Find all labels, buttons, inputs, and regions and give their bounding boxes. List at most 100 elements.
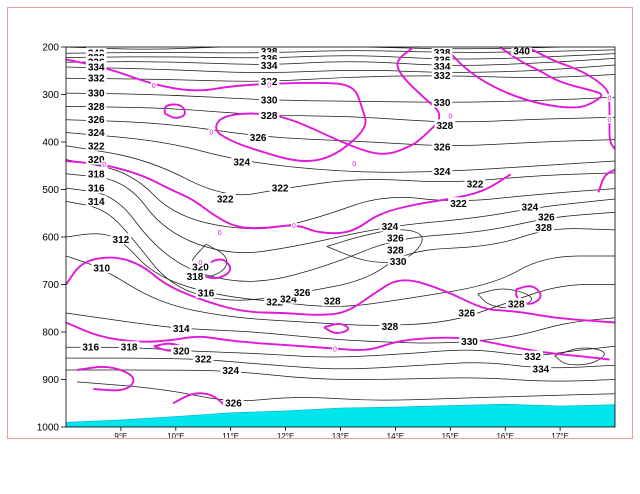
contour-label-bg: [110, 233, 132, 245]
contour-label: 324: [280, 294, 297, 305]
theta-e-contour: [554, 347, 605, 366]
y-tick-label: 600: [42, 233, 59, 244]
zero-contour: [172, 392, 226, 407]
contour-label-bg: [385, 231, 406, 243]
contour-label-bg: [278, 292, 299, 304]
contour-label: 324: [382, 222, 399, 233]
plot-background: [66, 47, 615, 427]
theta-e-contour: [66, 58, 615, 66]
contour-label: 328: [387, 245, 404, 256]
zero-label: 0: [152, 83, 156, 90]
contour-label: 326: [387, 233, 404, 244]
y-tick-label: 700: [42, 280, 59, 291]
zero-label: 0: [448, 114, 452, 121]
contour-label-bg: [85, 87, 107, 99]
contour-label-bg: [85, 182, 107, 194]
contour-label-bg: [170, 322, 192, 334]
zero-label-bg: [447, 111, 454, 120]
contour-label-bg: [258, 52, 280, 64]
zero-contour: [66, 256, 615, 324]
theta-e-contour: [76, 381, 615, 401]
contour-label-bg: [522, 350, 543, 362]
contour-label-bg: [264, 296, 285, 308]
contour-label: 316: [82, 343, 99, 354]
contour-label: 316: [198, 289, 215, 300]
contour-label: 328: [324, 297, 341, 308]
zero-contour: [163, 103, 186, 119]
contour-label-bg: [231, 155, 252, 167]
contour-label: 322: [88, 141, 105, 152]
y-tick-label: 500: [42, 185, 59, 196]
contour-label: 318: [121, 343, 138, 354]
contour-label-bg: [258, 59, 280, 71]
contour-label-bg: [431, 165, 453, 177]
contour-label-bg: [223, 396, 244, 408]
theta-e-contour: [66, 74, 615, 82]
contour-label: 322: [195, 355, 212, 366]
contour-label: 332: [524, 352, 541, 363]
theta-e-contour: [66, 132, 615, 173]
theta-e-contour: [66, 233, 615, 307]
x-tick-label-lon: 9°E: [114, 432, 127, 438]
zero-contour: [526, 47, 615, 150]
contour-label: 338: [261, 47, 278, 58]
contour-label: 326: [458, 309, 475, 320]
contour-label: 340: [513, 46, 530, 57]
contour-label-bg: [448, 197, 469, 209]
y-tick-label: 200: [42, 43, 59, 54]
contour-label: 328: [382, 322, 399, 333]
contour-label-bg: [85, 71, 107, 83]
contour-label-bg: [85, 60, 107, 72]
contour-label-bg: [464, 177, 486, 189]
x-tick-label-lon: 14°E: [387, 432, 404, 438]
contour-label: 330: [261, 96, 278, 107]
contour-label: 324: [222, 366, 239, 377]
contour-label: 324: [88, 128, 105, 139]
zero-label: 0: [199, 260, 203, 267]
theta-e-contour: [66, 119, 615, 146]
contour-label-bg: [118, 341, 140, 353]
contour-label: 320: [173, 347, 190, 358]
contour-label: 328: [535, 223, 552, 234]
contour-label: 326: [434, 142, 451, 153]
contour-label-bg: [519, 201, 541, 213]
zero-label-bg: [101, 160, 108, 169]
y-tick-label: 1000: [37, 423, 60, 434]
contour-label: 324: [434, 167, 451, 178]
contour-label: 328: [508, 299, 525, 310]
contour-label-bg: [190, 260, 211, 272]
contour-label: 322: [217, 195, 234, 206]
contour-label-bg: [258, 109, 280, 121]
contour-label-bg: [533, 221, 554, 233]
contour-label-bg: [85, 126, 107, 138]
zero-label-bg: [332, 344, 339, 353]
y-tick-label: 800: [42, 328, 59, 339]
contour-label: 326: [225, 398, 242, 409]
contour-label-bg: [220, 364, 241, 376]
zero-contour: [66, 160, 512, 235]
contour-label: 320: [88, 155, 105, 166]
contour-label-bg: [192, 353, 214, 365]
contour-label: 334: [88, 62, 105, 73]
zero-label: 0: [210, 129, 214, 136]
contour-label-bg: [431, 69, 453, 81]
contour-label-bg: [431, 96, 453, 108]
theta-e-contour: [66, 173, 615, 253]
theta-e-contour: [477, 288, 532, 309]
x-tick-label-lon: 10°E: [167, 432, 184, 438]
zero-label: 0: [333, 346, 337, 353]
terrain-fill: [66, 403, 615, 427]
x-tick-label-lon: 13°E: [332, 432, 349, 438]
x-tick-label-lon: 17°E: [551, 432, 568, 438]
contour-label-bg: [431, 47, 453, 58]
zero-contour: [76, 366, 135, 392]
theta-e-contour: [66, 53, 615, 60]
y-tick-label: 900: [42, 375, 59, 386]
zero-contour: [66, 321, 610, 361]
contour-label: 326: [538, 213, 555, 224]
theta-e-contour: [66, 357, 615, 370]
zero-label: 0: [608, 96, 612, 103]
zero-label: 0: [102, 162, 106, 169]
theta-e-contour: [66, 145, 615, 196]
contour-label-bg: [431, 53, 453, 65]
